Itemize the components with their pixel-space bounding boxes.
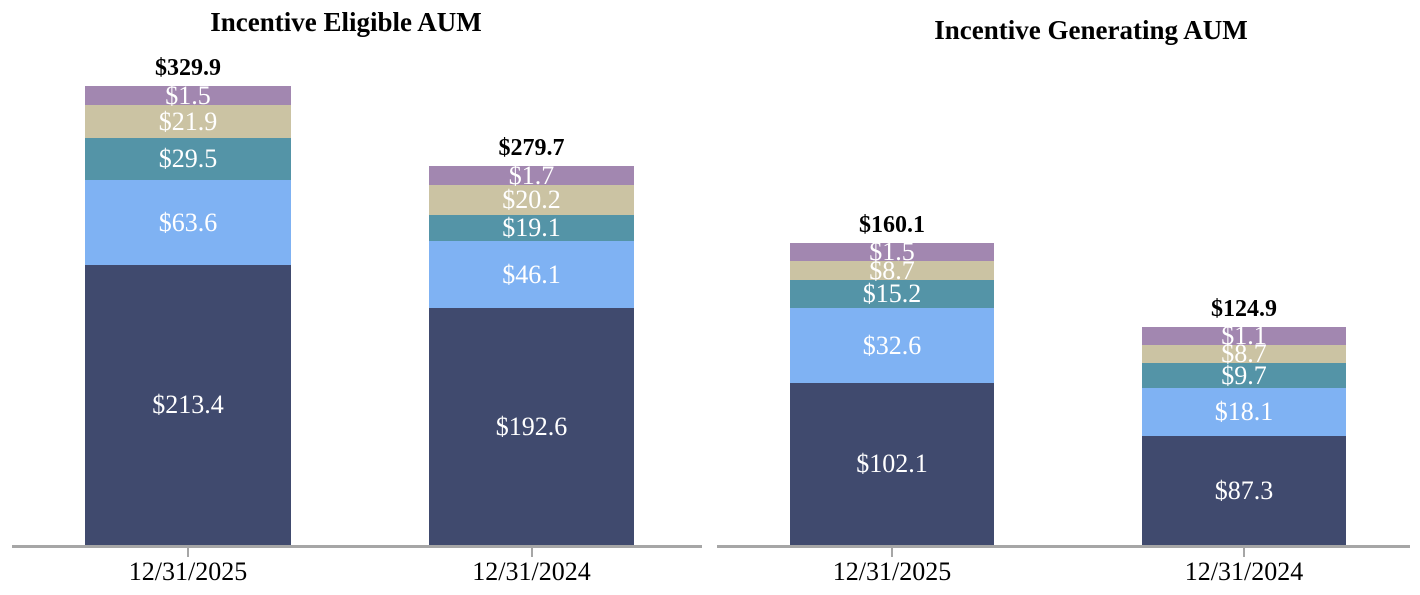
- segment-value-label: $192.6: [495, 411, 568, 441]
- bar-segment-navy: $87.3: [1142, 436, 1346, 545]
- segment-value-label: $213.4: [152, 390, 224, 419]
- segment-value-label: $32.6: [862, 330, 922, 360]
- bar-segment-navy: $213.4: [85, 265, 291, 545]
- bar-segment-navy: $192.6: [429, 308, 634, 545]
- bar-segment-purple: $1.1: [1142, 323, 1346, 349]
- x-axis-line: [717, 545, 1410, 548]
- bar-total-label: $124.9: [1211, 296, 1277, 322]
- x-axis-label: 12/31/2024: [1184, 557, 1304, 586]
- segment-value-label: $46.1: [502, 259, 561, 289]
- segment-value-label: $29.5: [158, 144, 218, 173]
- bar-segment-teal: $15.2: [790, 280, 994, 308]
- axis-tick: [530, 548, 533, 557]
- bar-segment-teal: $29.5: [85, 138, 291, 180]
- segment-value-label: $1.5: [165, 80, 211, 110]
- x-axis-label: 12/31/2024: [472, 557, 591, 586]
- x-axis-label: 12/31/2025: [128, 557, 248, 586]
- segment-value-label: $1.7: [508, 160, 555, 190]
- bar-segment-purple: $1.7: [429, 162, 634, 188]
- segment-value-label: $15.2: [862, 279, 922, 308]
- bar-segment-teal: $9.7: [1142, 360, 1346, 390]
- stacked-bar: $1.5 $21.9 $29.5 $63.6 $213.4: [85, 82, 291, 545]
- bar-total-label: $329.9: [155, 55, 221, 81]
- bar-segment-purple: $1.5: [85, 82, 291, 108]
- bar-segment-blue: $18.1: [1142, 388, 1346, 436]
- bar-segment-tan: $8.7: [790, 257, 994, 283]
- segment-value-label: $20.2: [502, 185, 561, 214]
- stacked-bar: $1.1 $8.7 $9.7 $18.1 $87.3: [1142, 323, 1346, 545]
- segment-value-label: $8.7: [1221, 339, 1267, 368]
- bar-total-label: $279.7: [498, 135, 565, 161]
- axis-tick: [891, 548, 893, 557]
- bar-segment-navy: $102.1: [790, 383, 994, 545]
- bar-segment-tan: $8.7: [1142, 341, 1346, 367]
- segment-value-label: $18.1: [1214, 397, 1274, 426]
- x-axis-label: 12/31/2025: [832, 557, 952, 586]
- stacked-bar: $1.7 $20.2 $19.1 $46.1 $192.6: [429, 162, 634, 545]
- bar-segment-blue: $32.6: [790, 308, 994, 383]
- chart-title: Incentive Generating AUM: [934, 15, 1248, 45]
- x-axis-line: [12, 545, 702, 548]
- segment-value-label: $102.1: [856, 449, 928, 478]
- segment-value-label: $9.7: [1221, 360, 1267, 390]
- bar-segment-blue: $46.1: [429, 241, 634, 308]
- bar-segment-teal: $19.1: [429, 215, 634, 241]
- stacked-bar: $1.5 $8.7 $15.2 $32.6 $102.1: [790, 239, 994, 545]
- segment-value-label: $87.3: [1214, 475, 1274, 505]
- bar-segment-blue: $63.6: [85, 180, 291, 265]
- segment-value-label: $8.7: [869, 255, 915, 285]
- bar-segment-tan: $21.9: [85, 105, 291, 138]
- bar-total-label: $160.1: [859, 212, 925, 238]
- bar-segment-tan: $20.2: [429, 185, 634, 215]
- segment-value-label: $19.1: [502, 213, 561, 242]
- axis-tick: [1243, 548, 1245, 557]
- bar-segment-purple: $1.5: [790, 239, 994, 265]
- chart-title: Incentive Eligible AUM: [210, 7, 482, 37]
- segment-value-label: $63.6: [158, 207, 218, 237]
- segment-value-label: $1.1: [1221, 321, 1267, 350]
- segment-value-label: $1.5: [869, 237, 915, 266]
- axis-tick: [187, 548, 189, 557]
- segment-value-label: $21.9: [158, 106, 218, 136]
